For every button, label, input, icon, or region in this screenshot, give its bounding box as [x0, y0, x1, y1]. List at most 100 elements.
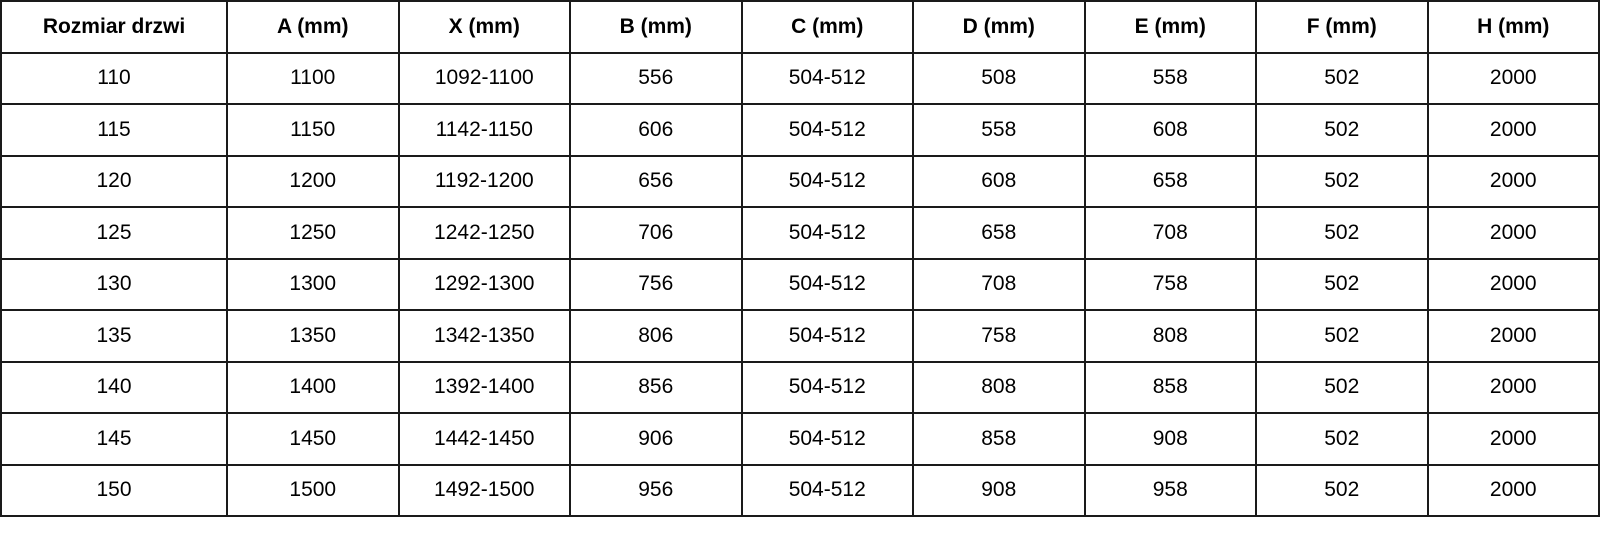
table-cell: 2000 [1426, 154, 1600, 208]
table-cell: 1250 [226, 206, 400, 260]
table-cell: 1350 [226, 309, 400, 363]
table-cell: 808 [1083, 309, 1257, 363]
table-cell: 502 [1255, 412, 1429, 466]
table-cell: 1150 [226, 103, 400, 157]
column-header: C (mm) [740, 0, 914, 54]
table-cell: 145 [0, 412, 228, 466]
table-cell: 504-512 [740, 51, 914, 105]
table-row: 135 1350 1342-1350 806 504-512 758 808 502 2000 [0, 309, 1600, 363]
table-cell: 502 [1255, 309, 1429, 363]
table-cell: 906 [569, 412, 743, 466]
header-row: Rozmiar drzwi A (mm) X (mm) B (mm) C (mm) D (… [0, 0, 1600, 54]
table-row: 140 1400 1392-1400 856 504-512 808 858 502 2000 [0, 360, 1600, 414]
table-row: 120 1200 1192-1200 656 504-512 608 658 502 2000 [0, 154, 1600, 208]
table-cell: 2000 [1426, 412, 1600, 466]
table-cell: 1450 [226, 412, 400, 466]
table-cell: 2000 [1426, 309, 1600, 363]
table-row: 130 1300 1292-1300 756 504-512 708 758 502 2000 [0, 257, 1600, 311]
table-cell: 658 [1083, 154, 1257, 208]
table-cell: 1392-1400 [397, 360, 571, 414]
table-cell: 958 [1083, 463, 1257, 517]
table-cell: 1342-1350 [397, 309, 571, 363]
table-cell: 125 [0, 206, 228, 260]
table-cell: 504-512 [740, 412, 914, 466]
table-cell: 1100 [226, 51, 400, 105]
column-header: D (mm) [912, 0, 1086, 54]
table-cell: 2000 [1426, 360, 1600, 414]
table-cell: 508 [912, 51, 1086, 105]
table-cell: 504-512 [740, 103, 914, 157]
table-cell: 806 [569, 309, 743, 363]
table-cell: 808 [912, 360, 1086, 414]
table-cell: 110 [0, 51, 228, 105]
table-cell: 1400 [226, 360, 400, 414]
column-header: H (mm) [1426, 0, 1600, 54]
table-cell: 504-512 [740, 463, 914, 517]
table-cell: 858 [912, 412, 1086, 466]
column-header: Rozmiar drzwi [0, 0, 228, 54]
table-cell: 606 [569, 103, 743, 157]
table-cell: 1192-1200 [397, 154, 571, 208]
table-cell: 502 [1255, 463, 1429, 517]
table-cell: 858 [1083, 360, 1257, 414]
table-cell: 504-512 [740, 206, 914, 260]
table-row: 110 1100 1092-1100 556 504-512 508 558 502 2000 [0, 51, 1600, 105]
table-cell: 150 [0, 463, 228, 517]
table-cell: 956 [569, 463, 743, 517]
table-cell: 504-512 [740, 154, 914, 208]
column-header: X (mm) [397, 0, 571, 54]
table-cell: 2000 [1426, 103, 1600, 157]
table-cell: 1292-1300 [397, 257, 571, 311]
table-cell: 556 [569, 51, 743, 105]
table-cell: 1242-1250 [397, 206, 571, 260]
table-cell: 1492-1500 [397, 463, 571, 517]
table-cell: 1442-1450 [397, 412, 571, 466]
table-cell: 502 [1255, 154, 1429, 208]
table-cell: 1500 [226, 463, 400, 517]
table-cell: 1200 [226, 154, 400, 208]
column-header: A (mm) [226, 0, 400, 54]
table-cell: 1142-1150 [397, 103, 571, 157]
table-cell: 140 [0, 360, 228, 414]
table-cell: 120 [0, 154, 228, 208]
table-cell: 706 [569, 206, 743, 260]
table-cell: 658 [912, 206, 1086, 260]
table-cell: 2000 [1426, 51, 1600, 105]
table-cell: 502 [1255, 257, 1429, 311]
table-cell: 502 [1255, 103, 1429, 157]
table-cell: 708 [912, 257, 1086, 311]
table-cell: 2000 [1426, 463, 1600, 517]
table-cell: 502 [1255, 51, 1429, 105]
table-cell: 130 [0, 257, 228, 311]
table-cell: 908 [912, 463, 1086, 517]
table-cell: 504-512 [740, 360, 914, 414]
table-cell: 502 [1255, 206, 1429, 260]
table-cell: 608 [1083, 103, 1257, 157]
table-cell: 2000 [1426, 206, 1600, 260]
table-row: 145 1450 1442-1450 906 504-512 858 908 502 2000 [0, 412, 1600, 466]
table-cell: 608 [912, 154, 1086, 208]
table-cell: 908 [1083, 412, 1257, 466]
table-row: 150 1500 1492-1500 956 504-512 908 958 502 2000 [0, 463, 1600, 517]
column-header: E (mm) [1083, 0, 1257, 54]
column-header: B (mm) [569, 0, 743, 54]
table-cell: 656 [569, 154, 743, 208]
table-cell: 115 [0, 103, 228, 157]
table-cell: 1300 [226, 257, 400, 311]
table-cell: 558 [912, 103, 1086, 157]
table-row: 115 1150 1142-1150 606 504-512 558 608 502 2000 [0, 103, 1600, 157]
table-cell: 2000 [1426, 257, 1600, 311]
table-cell: 758 [912, 309, 1086, 363]
table-cell: 504-512 [740, 309, 914, 363]
table-cell: 1092-1100 [397, 51, 571, 105]
table-cell: 135 [0, 309, 228, 363]
table-cell: 756 [569, 257, 743, 311]
table-cell: 502 [1255, 360, 1429, 414]
table-cell: 558 [1083, 51, 1257, 105]
dimensions-table: Rozmiar drzwi A (mm) X (mm) B (mm) C (mm) D (… [0, 0, 1600, 517]
table-cell: 504-512 [740, 257, 914, 311]
table-cell: 856 [569, 360, 743, 414]
column-header: F (mm) [1255, 0, 1429, 54]
table-row: 125 1250 1242-1250 706 504-512 658 708 502 2000 [0, 206, 1600, 260]
table-cell: 758 [1083, 257, 1257, 311]
